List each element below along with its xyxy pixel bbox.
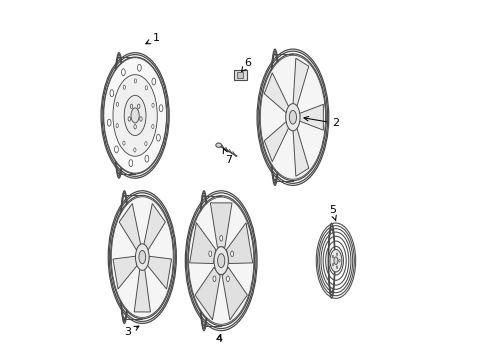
Ellipse shape: [135, 244, 149, 270]
Ellipse shape: [188, 197, 253, 324]
Ellipse shape: [333, 257, 337, 265]
Ellipse shape: [152, 78, 155, 85]
Ellipse shape: [131, 108, 139, 123]
Ellipse shape: [123, 85, 125, 89]
Polygon shape: [264, 121, 288, 162]
Ellipse shape: [140, 117, 142, 121]
Ellipse shape: [214, 247, 228, 275]
Ellipse shape: [114, 146, 118, 153]
Ellipse shape: [134, 125, 136, 129]
Polygon shape: [147, 256, 171, 289]
Ellipse shape: [137, 64, 141, 71]
Text: 7: 7: [223, 149, 231, 165]
Ellipse shape: [110, 90, 114, 96]
Text: 3: 3: [124, 326, 139, 337]
Text: 5: 5: [328, 206, 336, 221]
Polygon shape: [292, 127, 308, 176]
Ellipse shape: [260, 55, 325, 179]
Polygon shape: [113, 256, 137, 289]
Ellipse shape: [217, 254, 224, 268]
Bar: [237, 72, 243, 78]
Ellipse shape: [133, 148, 136, 152]
Ellipse shape: [129, 160, 132, 167]
Ellipse shape: [213, 276, 215, 282]
Polygon shape: [226, 223, 252, 264]
Ellipse shape: [124, 95, 146, 135]
Ellipse shape: [111, 197, 173, 318]
Polygon shape: [292, 58, 308, 107]
Ellipse shape: [116, 102, 118, 107]
Ellipse shape: [145, 86, 147, 90]
Polygon shape: [222, 267, 247, 320]
Ellipse shape: [156, 134, 160, 141]
Text: 2: 2: [304, 116, 339, 128]
Ellipse shape: [332, 264, 333, 266]
Ellipse shape: [144, 141, 147, 146]
Polygon shape: [264, 73, 288, 113]
Ellipse shape: [130, 104, 132, 108]
Polygon shape: [195, 267, 220, 320]
Polygon shape: [210, 203, 231, 247]
Text: 6: 6: [241, 58, 251, 72]
Ellipse shape: [145, 155, 148, 162]
Ellipse shape: [219, 235, 222, 241]
Ellipse shape: [122, 141, 125, 145]
Ellipse shape: [128, 117, 130, 121]
Ellipse shape: [329, 249, 341, 272]
Ellipse shape: [116, 123, 118, 128]
Ellipse shape: [139, 251, 145, 264]
Ellipse shape: [137, 104, 140, 108]
Ellipse shape: [332, 255, 333, 258]
Ellipse shape: [134, 79, 136, 83]
Ellipse shape: [215, 143, 221, 147]
Ellipse shape: [230, 251, 233, 257]
Ellipse shape: [107, 119, 111, 126]
Ellipse shape: [289, 111, 296, 124]
Polygon shape: [189, 223, 215, 264]
Polygon shape: [299, 104, 323, 130]
Ellipse shape: [285, 104, 300, 131]
Text: 1: 1: [145, 33, 160, 44]
Polygon shape: [143, 203, 165, 250]
Ellipse shape: [338, 259, 340, 262]
Ellipse shape: [121, 69, 125, 76]
Bar: [233, 70, 246, 80]
Ellipse shape: [152, 103, 154, 107]
Ellipse shape: [336, 266, 337, 269]
Ellipse shape: [103, 58, 166, 173]
Ellipse shape: [151, 125, 154, 129]
Text: 4: 4: [215, 334, 223, 344]
Ellipse shape: [226, 276, 229, 282]
Ellipse shape: [159, 105, 163, 112]
Ellipse shape: [113, 75, 157, 156]
Ellipse shape: [208, 251, 211, 257]
Ellipse shape: [336, 253, 337, 256]
Polygon shape: [134, 269, 150, 312]
Polygon shape: [119, 203, 141, 250]
